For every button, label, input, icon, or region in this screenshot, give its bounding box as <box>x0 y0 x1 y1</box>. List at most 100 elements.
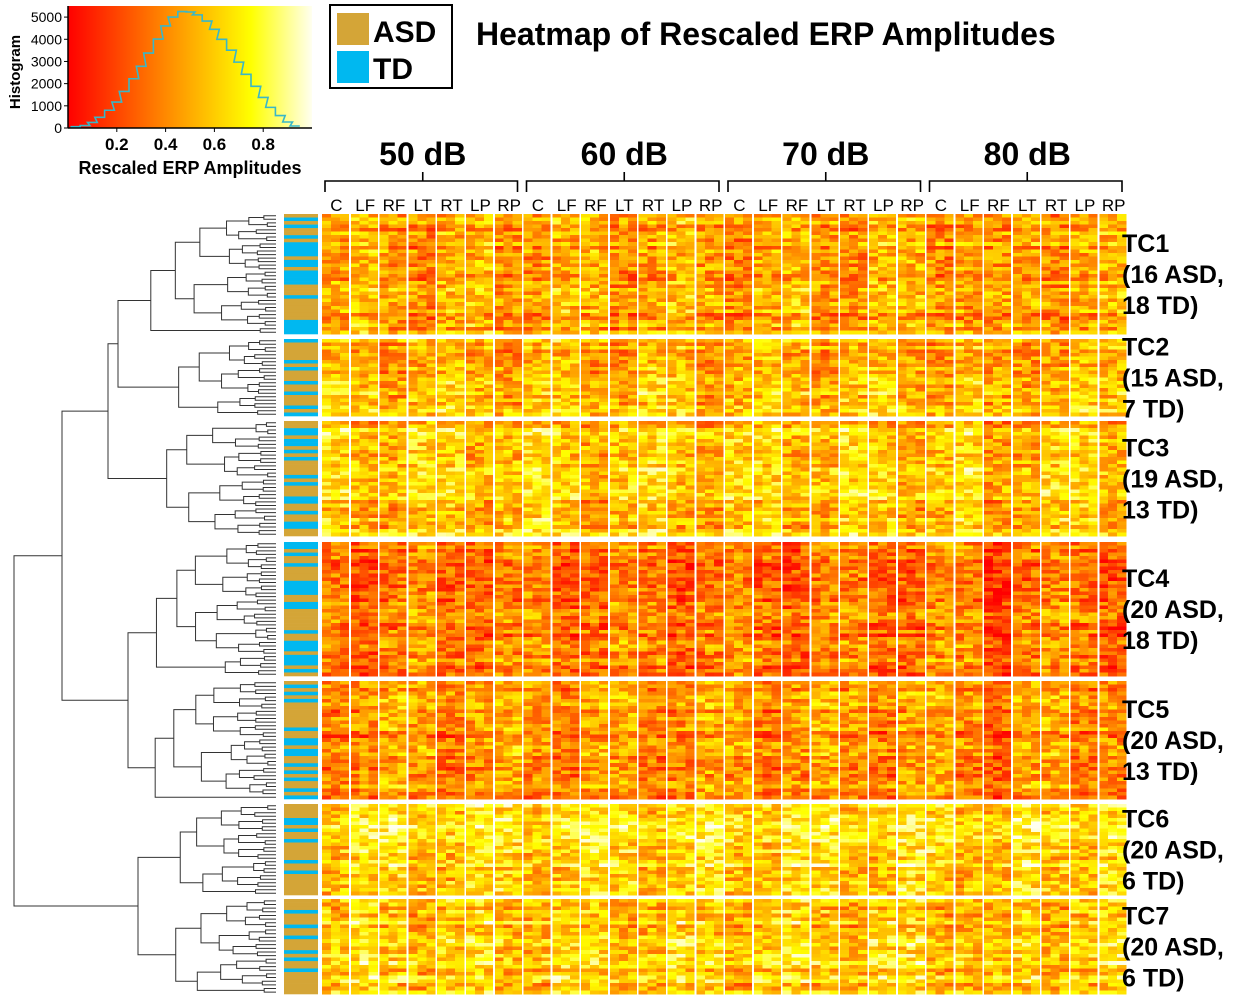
heatmap-cell <box>627 245 637 250</box>
dendrogram-branch <box>265 922 276 927</box>
heatmap-cell <box>379 305 389 310</box>
heatmap-cell <box>474 242 485 247</box>
heatmap-cell <box>858 231 868 236</box>
heatmap-cell <box>455 339 465 343</box>
dendrogram-branch <box>261 826 276 831</box>
heatmap-cell <box>782 319 792 324</box>
heatmap-cell <box>926 242 936 247</box>
heatmap-cell <box>782 360 792 364</box>
heatmap-cell <box>984 377 994 382</box>
group-strip-cell <box>284 917 318 922</box>
heatmap-cell <box>474 323 485 328</box>
heatmap-cell <box>955 270 965 275</box>
heatmap-cell <box>800 388 810 392</box>
heatmap-cell <box>696 391 706 396</box>
heatmap-cell <box>877 381 888 385</box>
heatmap-cell <box>829 231 839 236</box>
heatmap-cell <box>638 238 648 243</box>
heatmap-cell <box>561 277 571 282</box>
heatmap-cell <box>1041 398 1051 403</box>
heatmap-cell <box>955 249 965 254</box>
heatmap-cell <box>388 381 398 385</box>
heatmap-cell <box>494 391 505 396</box>
group-strip-cell <box>284 986 318 991</box>
heatmap-cell <box>503 270 513 275</box>
heatmap-cell <box>638 370 648 375</box>
heatmap-cell <box>590 238 600 243</box>
heatmap-cell <box>667 360 677 364</box>
heatmap-cell <box>993 381 1003 385</box>
heatmap-cell <box>964 395 974 399</box>
heatmap-cell <box>973 312 983 317</box>
heatmap-cell <box>523 316 533 321</box>
heatmap-cell <box>647 235 657 240</box>
heatmap-cell <box>512 363 522 368</box>
heatmap-cell <box>598 309 609 314</box>
heatmap-cell <box>973 231 983 236</box>
heatmap-cell <box>1088 217 1098 222</box>
heatmap-cell <box>437 395 447 399</box>
heatmap-cell <box>771 295 781 300</box>
heatmap-cell <box>552 235 562 240</box>
heatmap-cell <box>627 305 637 310</box>
heatmap-cell <box>1070 242 1080 247</box>
dendrogram-branch <box>202 873 256 892</box>
heatmap-cell <box>408 370 418 375</box>
heatmap-cell <box>993 302 1003 307</box>
heatmap-cell <box>791 309 801 314</box>
heatmap-cell <box>656 224 666 229</box>
heatmap-cell <box>820 221 830 225</box>
heatmap-cell <box>858 370 868 375</box>
heatmap-cell <box>1001 277 1012 282</box>
dendrogram-branch <box>243 615 257 624</box>
heatmap-cell <box>1070 360 1080 364</box>
heatmap-cell <box>935 252 945 257</box>
heatmap-cell <box>800 309 810 314</box>
heatmap-cell <box>368 374 378 378</box>
heatmap-cell <box>426 217 436 222</box>
heatmap-cell <box>483 356 494 361</box>
heatmap-cell <box>590 291 600 296</box>
heatmap-cell <box>676 377 686 382</box>
group-strip-cell <box>284 950 318 955</box>
group-strip-cell <box>284 913 318 918</box>
heatmap-cell <box>532 367 542 371</box>
heatmap-cell <box>609 316 620 321</box>
heatmap-cell <box>915 298 925 303</box>
heatmap-cell <box>714 259 724 264</box>
heatmap-cell <box>339 391 350 396</box>
heatmap-cell <box>1030 377 1040 382</box>
heatmap-cell <box>829 312 839 317</box>
heatmap-cell <box>944 402 954 406</box>
heatmap-cell <box>897 353 908 357</box>
heatmap-cell <box>1012 384 1023 389</box>
heatmap-cell <box>466 330 476 335</box>
heatmap-cell <box>474 284 485 289</box>
heatmap-cell <box>408 398 418 403</box>
heatmap-cell <box>800 363 810 368</box>
heatmap-cell <box>869 367 879 371</box>
heatmap-cell <box>426 309 436 314</box>
heatmap-cell <box>676 302 686 307</box>
heatmap-cell <box>714 388 724 392</box>
heatmap-cell <box>1117 312 1127 317</box>
heatmap-cell <box>733 270 744 275</box>
heatmap-cell <box>753 221 764 225</box>
heatmap-cell <box>359 349 369 354</box>
heatmap-cell <box>714 395 724 399</box>
heatmap-cell <box>618 263 629 268</box>
heatmap-cell <box>1059 231 1069 236</box>
heatmap-cell <box>570 274 580 278</box>
heatmap-cell <box>379 238 389 243</box>
heatmap-cell <box>368 281 378 285</box>
heatmap-cell <box>771 370 781 375</box>
heatmap-cell <box>1001 388 1012 392</box>
heatmap-cell <box>955 356 965 361</box>
heatmap-cell <box>483 402 494 406</box>
heatmap-cell <box>408 281 418 285</box>
heatmap-cell <box>993 374 1003 378</box>
heatmap-cell <box>417 242 427 247</box>
heatmap-cell <box>964 377 974 382</box>
heatmap-cell <box>742 342 753 347</box>
heatmap-cell <box>638 346 648 350</box>
